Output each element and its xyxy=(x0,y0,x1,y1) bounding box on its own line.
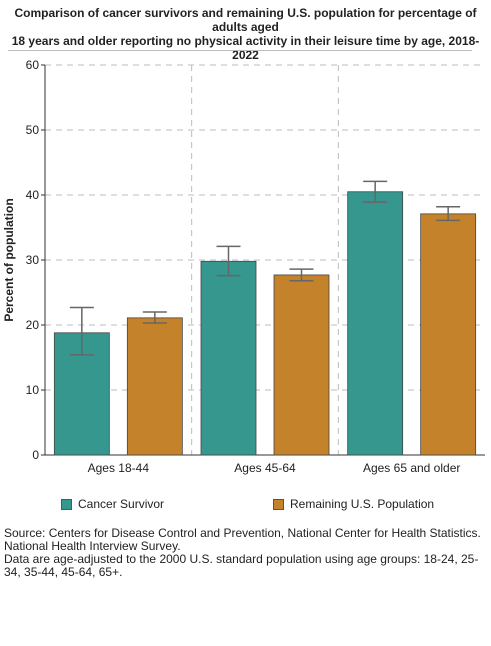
x-tick-label-2: Ages 45-64 xyxy=(234,461,296,475)
bar-remaining-u-s-population-2 xyxy=(273,274,330,456)
chart-footer: Source: Centers for Disease Control and … xyxy=(4,527,486,579)
footer-source: Source: Centers for Disease Control and … xyxy=(4,526,481,553)
y-axis-label: Percent of population xyxy=(2,198,16,321)
title-divider xyxy=(8,50,472,51)
y-tick-label-30: 30 xyxy=(26,253,40,267)
y-tick-label-10: 10 xyxy=(26,383,40,397)
legend-swatch-cancer-survivor xyxy=(61,498,72,510)
y-tick-label-20: 20 xyxy=(26,318,40,332)
legend-label-cancer-survivor: Cancer Survivor xyxy=(78,497,165,511)
y-tick-label-0: 0 xyxy=(32,448,39,462)
chart-title-line-2: 18 years and older reporting no physical… xyxy=(11,34,480,62)
legend-item-cancer-survivor: Cancer Survivor xyxy=(61,497,164,511)
chart-title: Comparison of cancer survivors and remai… xyxy=(0,6,491,62)
bar-remaining-u-s-population-3 xyxy=(420,213,477,456)
legend-label-remaining-population: Remaining U.S. Population xyxy=(290,497,435,511)
legend-item-remaining-population: Remaining U.S. Population xyxy=(273,497,434,511)
y-tick-label-50: 50 xyxy=(26,123,40,137)
bar-chart: 0 10 20 30 40 50 60 Percent of population Ages 1… xyxy=(2,58,485,475)
chart-title-line-1: Comparison of cancer survivors and remai… xyxy=(14,6,477,34)
x-tick-label-3: Ages 65 and older xyxy=(363,461,460,475)
legend-swatch-remaining-population xyxy=(273,498,284,510)
bar-cancer-survivor-2 xyxy=(200,260,257,456)
y-tick-label-60: 60 xyxy=(26,58,40,72)
x-tick-label-1: Ages 18-44 xyxy=(88,461,150,475)
bar-remaining-u-s-population-1 xyxy=(126,317,183,456)
bar-cancer-survivor-3 xyxy=(347,191,404,456)
y-tick-label-40: 40 xyxy=(26,188,40,202)
footer-note: Data are age-adjusted to the 2000 U.S. s… xyxy=(4,552,479,579)
